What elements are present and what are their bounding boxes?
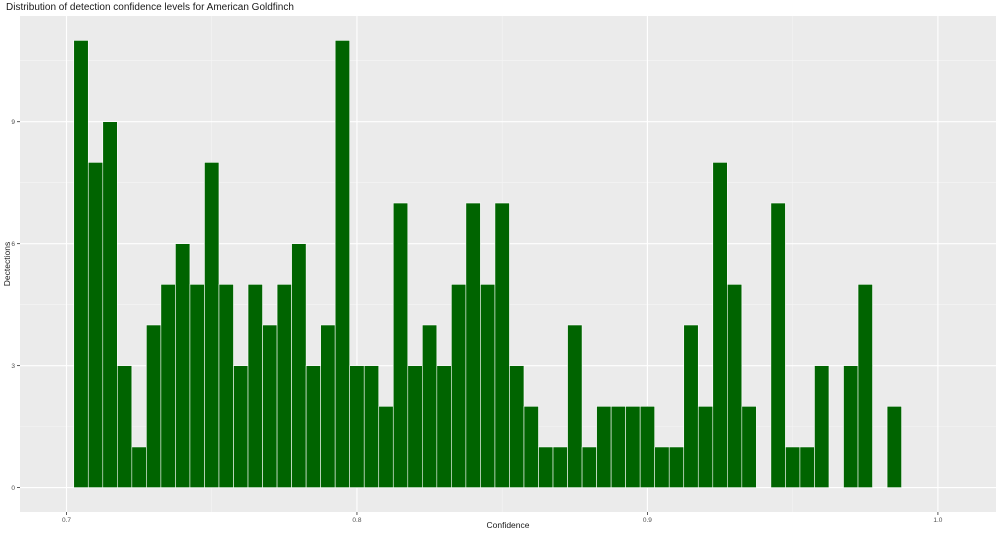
bar	[785, 446, 801, 488]
bar	[480, 284, 496, 488]
bar	[465, 202, 481, 488]
bar	[407, 365, 423, 488]
bar	[349, 365, 365, 488]
x-tick-label: 0.8	[352, 517, 361, 524]
y-tick-label: 9	[11, 119, 15, 126]
bar	[712, 162, 728, 488]
bar	[770, 202, 786, 488]
bar	[523, 405, 539, 488]
bar	[625, 405, 641, 488]
bar	[276, 284, 292, 488]
bar	[422, 324, 438, 488]
bar	[697, 405, 714, 488]
bar	[610, 405, 626, 488]
bar	[727, 284, 743, 488]
bar	[189, 284, 205, 488]
bar	[131, 446, 147, 488]
bar	[87, 162, 104, 488]
bar	[639, 405, 655, 488]
bar	[596, 405, 612, 488]
bar	[160, 284, 176, 488]
x-axis: 0.7 0.8 0.9 1.0	[62, 512, 943, 524]
y-tick-label: 3	[11, 363, 15, 370]
bar	[117, 365, 133, 488]
bar	[175, 243, 191, 488]
bar	[799, 446, 815, 488]
bar	[73, 40, 89, 488]
x-tick-label: 0.9	[643, 517, 652, 524]
bar	[392, 202, 409, 488]
y-tick-label: 0	[11, 485, 15, 492]
bar	[552, 446, 568, 488]
bar	[291, 243, 307, 488]
bar	[320, 324, 336, 488]
bar	[102, 121, 118, 488]
bar	[683, 324, 699, 488]
bar	[334, 40, 350, 488]
bar	[668, 446, 685, 488]
bars	[73, 40, 902, 488]
bar	[247, 284, 263, 488]
y-axis: 0 3 6 9	[11, 119, 20, 492]
bar	[262, 324, 278, 488]
bar	[538, 446, 554, 488]
bar	[218, 284, 234, 488]
bar	[233, 365, 249, 488]
bar	[451, 284, 467, 488]
x-axis-title: Confidence	[486, 520, 529, 530]
y-axis-title: Dectections	[2, 242, 12, 286]
bar	[509, 365, 525, 488]
bar	[305, 365, 321, 488]
bar	[146, 324, 162, 488]
bar	[204, 162, 220, 488]
bar	[886, 405, 902, 488]
bar	[436, 365, 452, 488]
bar	[814, 365, 830, 488]
bar	[741, 405, 757, 488]
bar	[567, 324, 583, 488]
bar	[857, 284, 873, 488]
chart-title: Distribution of detection confidence lev…	[6, 2, 294, 13]
bar	[363, 365, 380, 488]
bar	[843, 365, 859, 488]
bar	[581, 446, 597, 488]
x-tick-label: 0.7	[62, 517, 71, 524]
y-tick-label: 6	[11, 241, 15, 248]
x-tick-label: 1.0	[933, 517, 942, 524]
bar	[378, 405, 394, 488]
bar	[654, 446, 670, 488]
bar	[494, 202, 510, 488]
